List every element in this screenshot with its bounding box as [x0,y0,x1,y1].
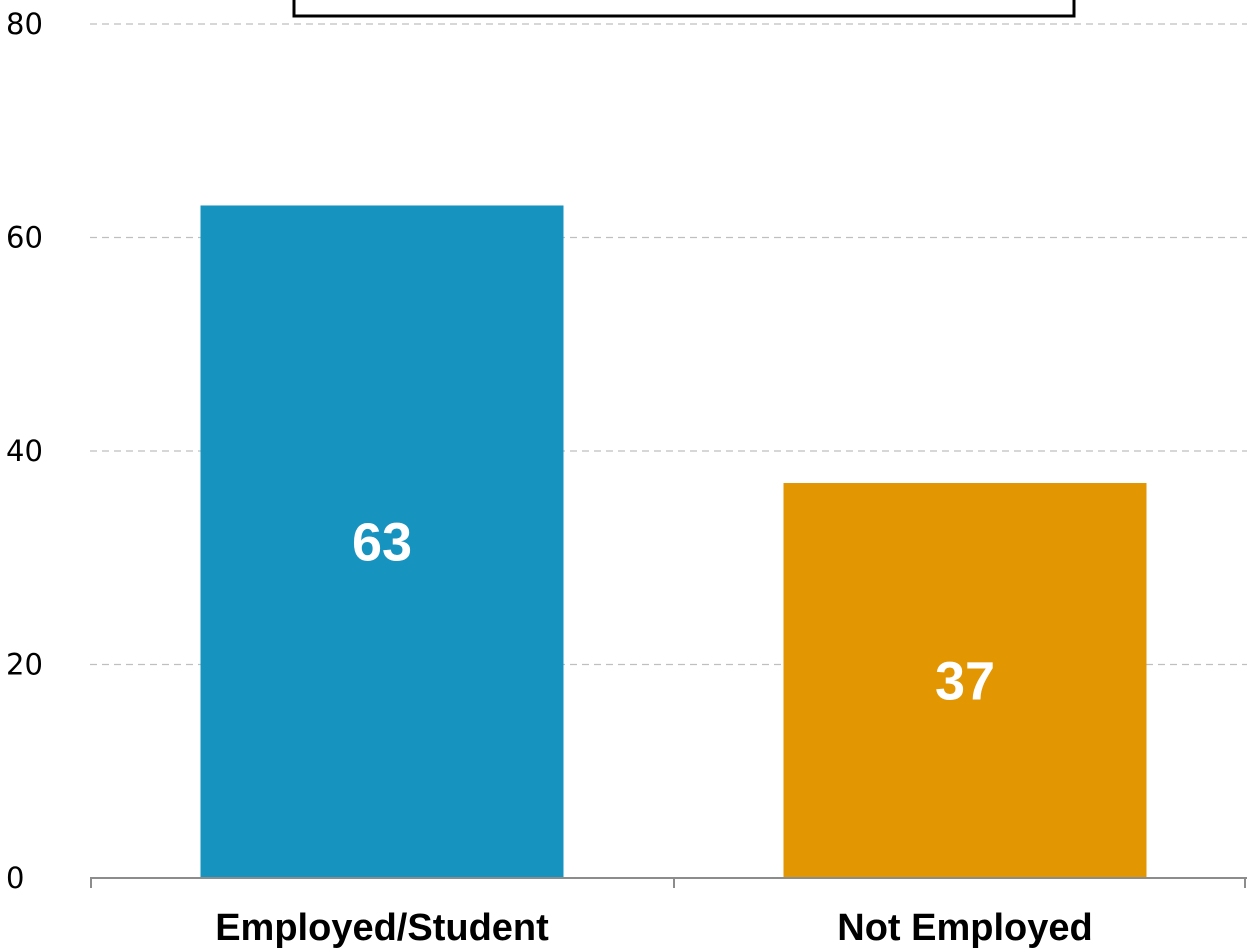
x-category-label: Employed/Student [215,907,549,949]
y-tick-label: 20 [6,648,43,682]
x-category-label: Not Employed [837,907,1092,949]
legend-box [292,0,1076,18]
y-tick-label: 40 [6,434,43,468]
x-axis [90,877,1247,888]
bar-2 [783,483,1147,878]
bars [200,205,1147,879]
y-tick-label: 0 [6,861,24,895]
bar-value-labels: 63 37 [352,513,995,712]
y-axis-ticks: 0 20 40 60 80 [6,7,43,895]
x-axis-category-labels: Employed/Student Not Employed [215,907,1093,949]
bar-value-label: 63 [352,513,412,573]
y-tick-label: 60 [6,221,43,255]
bar-1 [200,205,564,879]
bar-value-label: 37 [935,652,995,712]
y-tick-label: 80 [6,7,43,41]
